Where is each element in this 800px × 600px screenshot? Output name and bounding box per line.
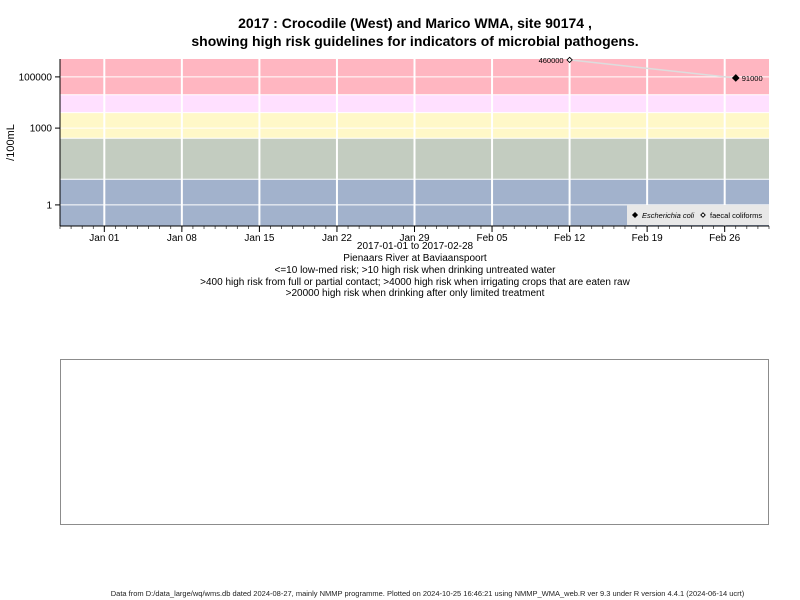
caption-guideline-2: >400 high risk from full or partial cont… bbox=[200, 277, 630, 288]
y-axis-title: /100mL bbox=[5, 124, 17, 161]
data-label-0: 460000 bbox=[539, 56, 564, 65]
x-tick-label-8: Feb 26 bbox=[709, 233, 741, 244]
faecal-coliforms-line bbox=[569, 59, 736, 79]
chart-title-line1: 2017 : Crocodile (West) and Marico WMA, … bbox=[238, 15, 592, 31]
empty-plot-panel bbox=[60, 359, 769, 525]
x-tick-label-5: Feb 05 bbox=[476, 233, 508, 244]
legend-ecoli-marker bbox=[631, 211, 639, 219]
faecal-coliforms-point-0 bbox=[566, 56, 573, 64]
caption-guideline-3: >20000 high risk when drinking after onl… bbox=[285, 288, 545, 299]
legend-faecal-coliforms-label: faecal coliforms bbox=[710, 211, 762, 220]
legend-faecal-coliforms-marker bbox=[700, 212, 706, 218]
x-tick-label-7: Feb 19 bbox=[632, 233, 664, 244]
x-tick-label-4: Jan 29 bbox=[399, 233, 429, 244]
y-tick-label-2: 100000 bbox=[19, 72, 53, 83]
x-tick-label-1: Jan 08 bbox=[167, 233, 197, 244]
axes: Jan 01 Jan 08 Jan 15 Jan 22 Jan 29 Feb 05 Feb … bbox=[5, 59, 770, 244]
faecal-coliforms-point-1 bbox=[732, 74, 740, 82]
caption-site: Pienaars River at Baviaanspoort bbox=[343, 253, 487, 264]
x-tick-label-6: Feb 12 bbox=[554, 233, 586, 244]
legend: Escherichia coli faecal coliforms bbox=[627, 205, 769, 225]
legend-box bbox=[627, 205, 769, 225]
y-tick-label-0: 1 bbox=[46, 200, 52, 211]
data-label-1: 91000 bbox=[742, 74, 763, 83]
y-tick-label-1: 1000 bbox=[30, 124, 53, 135]
gridlines bbox=[60, 59, 769, 226]
footer-note: Data from D:/data_large/wq/wms.db dated … bbox=[110, 589, 745, 598]
series-layer: 460000 91000 bbox=[539, 56, 763, 83]
x-tick-label-0: Jan 01 bbox=[89, 233, 119, 244]
chart-title-line2: showing high risk guidelines for indicat… bbox=[191, 33, 639, 49]
x-tick-label-3: Jan 22 bbox=[322, 233, 352, 244]
x-tick-label-2: Jan 15 bbox=[244, 233, 274, 244]
legend-ecoli-label: Escherichia coli bbox=[642, 211, 694, 220]
caption-guideline-1: <=10 low-med risk; >10 high risk when dr… bbox=[274, 265, 556, 276]
caption-date-range: 2017-01-01 to 2017-02-28 bbox=[356, 241, 474, 252]
